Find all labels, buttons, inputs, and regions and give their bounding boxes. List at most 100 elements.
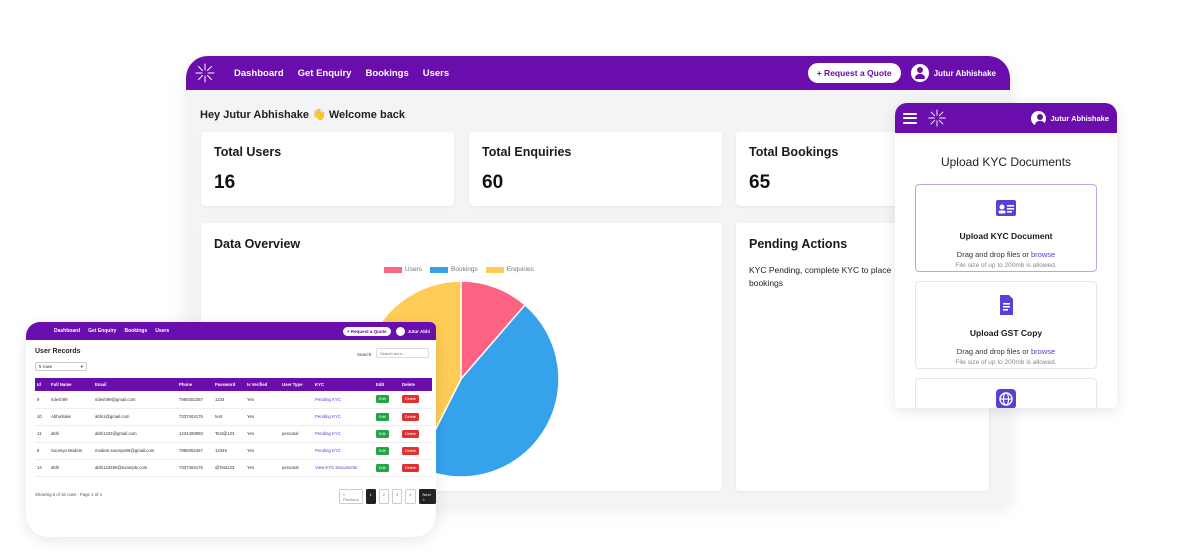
page-3-button[interactable]: 3 <box>392 489 403 504</box>
nav-get-enquiry[interactable]: Get Enquiry <box>297 67 352 79</box>
user-name[interactable]: Jutur Abhishake <box>1050 113 1109 123</box>
delete-button[interactable]: Delete <box>402 463 419 472</box>
rows-per-page-select[interactable]: 5 rows ▾ <box>35 362 87 371</box>
request-quote-button[interactable]: + Request a Quote <box>343 326 391 336</box>
delete-button[interactable]: Delete <box>402 429 419 438</box>
col-email[interactable]: Email <box>93 378 177 391</box>
hamburger-menu-icon[interactable] <box>903 112 917 124</box>
table-body: 9 ridesh99 ridesh99@gmail.com 7989352267 123… <box>35 391 432 477</box>
cell-email: abhi1@gmail.com <box>93 408 177 426</box>
legend-item[interactable]: Enquiries <box>485 266 534 273</box>
nav-bookings[interactable]: Bookings <box>124 328 148 334</box>
cell-id: 9 <box>35 391 49 409</box>
globe-icon <box>996 389 1016 408</box>
upload-gst-dropzone[interactable]: Upload GST Copy Drag and drop files or b… <box>915 281 1097 369</box>
upload-text: Drag and drop files or <box>956 347 1032 356</box>
legend-item[interactable]: Bookings <box>429 266 478 273</box>
browse-link[interactable]: browse <box>1031 347 1056 356</box>
col-phone[interactable]: Phone <box>177 378 213 391</box>
cell-kyc[interactable]: Pending KYC <box>313 391 374 409</box>
cell-id: 10 <box>35 408 49 426</box>
edit-button[interactable]: Edit <box>376 412 389 421</box>
cell-kyc[interactable]: Pending KYC <box>313 408 374 426</box>
cell-kyc[interactable]: Pending KYC <box>313 442 374 460</box>
page-2-button[interactable]: 2 <box>378 489 390 504</box>
request-quote-button[interactable]: + Request a Quote <box>807 63 901 83</box>
next-page-button[interactable]: Next » <box>418 489 436 504</box>
upload-kyc-dropzone[interactable]: Upload KYC Document Drag and drop files … <box>915 184 1097 272</box>
upload-third-dropzone[interactable] <box>915 378 1097 408</box>
cell-is-verified: Yes <box>245 442 280 460</box>
table-row: 11 abhi abhi1234@gmail.com 1234493993 Test@1… <box>35 425 432 443</box>
pending-title: Pending Actions <box>749 237 848 251</box>
starburst-logo-icon[interactable] <box>927 108 947 128</box>
nav-users[interactable]: Users <box>422 67 450 79</box>
stat-value: 60 <box>482 172 504 193</box>
col-full-name[interactable]: Full Name <box>49 378 93 391</box>
edit-cell: Edit <box>374 459 400 477</box>
id-card-icon <box>996 200 1016 216</box>
cell-email: abhi1234@gmail.com <box>93 425 177 443</box>
cell-phone: 1234493993 <box>177 425 213 443</box>
stat-value: 16 <box>214 172 236 193</box>
cell-password: 1234 <box>213 391 245 409</box>
upload-size-note: File size of up to 200mb is allowed. <box>955 262 1057 269</box>
page-1-button[interactable]: 1 <box>365 489 376 504</box>
table-row: 9 ridesh99 ridesh99@gmail.com 7989352267 123… <box>35 391 432 409</box>
user-records-title: User Records <box>35 348 81 355</box>
col-user-type[interactable]: User Type <box>280 378 313 391</box>
user-avatar-icon[interactable] <box>910 64 929 82</box>
pie-slice-bookings[interactable] <box>415 303 560 478</box>
cell-kyc[interactable]: View KYC Documents <box>313 459 374 477</box>
cell-full-name: Soumya Modem <box>49 442 93 460</box>
cell-id: 8 <box>35 442 49 460</box>
page-4-button[interactable]: 4 <box>405 489 416 504</box>
user-records-table: Id Full Name Email Phone Password Is Ver… <box>35 378 432 477</box>
nav-get-enquiry[interactable]: Get Enquiry <box>88 328 117 334</box>
col-edit: Edit <box>374 378 400 391</box>
stat-card-enquiries: Total Enquiries 60 <box>469 132 722 206</box>
cell-phone: 7337404176 <box>177 459 213 477</box>
upload-title: Upload GST Copy <box>969 328 1043 338</box>
cell-is-verified: Yes <box>245 459 280 477</box>
prev-page-button[interactable]: « Previous <box>339 489 363 504</box>
nav-dashboard[interactable]: Dashboard <box>54 328 81 334</box>
edit-button[interactable]: Edit <box>376 395 389 404</box>
edit-button[interactable]: Edit <box>376 429 389 438</box>
delete-button[interactable]: Delete <box>402 412 419 421</box>
delete-cell: Delete <box>400 391 432 409</box>
welcome-message: Hey Jutur Abhishake 👋 Welcome back <box>200 109 406 121</box>
cell-user-type <box>280 408 313 426</box>
edit-button[interactable]: Edit <box>376 463 389 472</box>
legend-item[interactable]: Users <box>384 266 422 273</box>
table-row: 10 Abhishake abhi1@gmail.com 7337404176 test… <box>35 408 432 426</box>
user-name[interactable]: Jutur Abhishake <box>933 68 996 78</box>
nav-users[interactable]: Users <box>155 328 170 334</box>
user-avatar-icon[interactable] <box>1030 110 1046 126</box>
cell-kyc[interactable]: Pending KYC <box>313 425 374 443</box>
edit-button[interactable]: Edit <box>376 446 389 455</box>
document-icon <box>1000 295 1013 315</box>
col-kyc[interactable]: KYC <box>313 378 374 391</box>
col-password[interactable]: Password <box>213 378 245 391</box>
upload-title: Upload KYC Document <box>959 231 1053 241</box>
stat-title: Total Enquiries <box>482 145 572 159</box>
nav-dashboard[interactable]: Dashboard <box>234 67 284 79</box>
pie-slice-users[interactable] <box>460 280 527 382</box>
starburst-logo-icon[interactable] <box>194 62 216 84</box>
user-name[interactable]: Jutur Abhi <box>407 328 430 334</box>
chart-legend: Users Bookings Enquiries <box>384 266 534 273</box>
cell-password: test <box>213 408 245 426</box>
col-is-verified[interactable]: Is Verified <box>245 378 280 391</box>
user-avatar-icon[interactable] <box>395 326 405 336</box>
delete-button[interactable]: Delete <box>402 395 419 404</box>
delete-button[interactable]: Delete <box>402 446 419 455</box>
cell-password: Test@123 <box>213 425 245 443</box>
cell-is-verified: Yes <box>245 408 280 426</box>
delete-cell: Delete <box>400 442 432 460</box>
nav-bookings[interactable]: Bookings <box>365 67 409 79</box>
cell-full-name: abhi <box>49 425 93 443</box>
col-id[interactable]: Id <box>35 378 49 391</box>
search-input[interactable] <box>376 348 429 358</box>
browse-link[interactable]: browse <box>1031 250 1056 259</box>
